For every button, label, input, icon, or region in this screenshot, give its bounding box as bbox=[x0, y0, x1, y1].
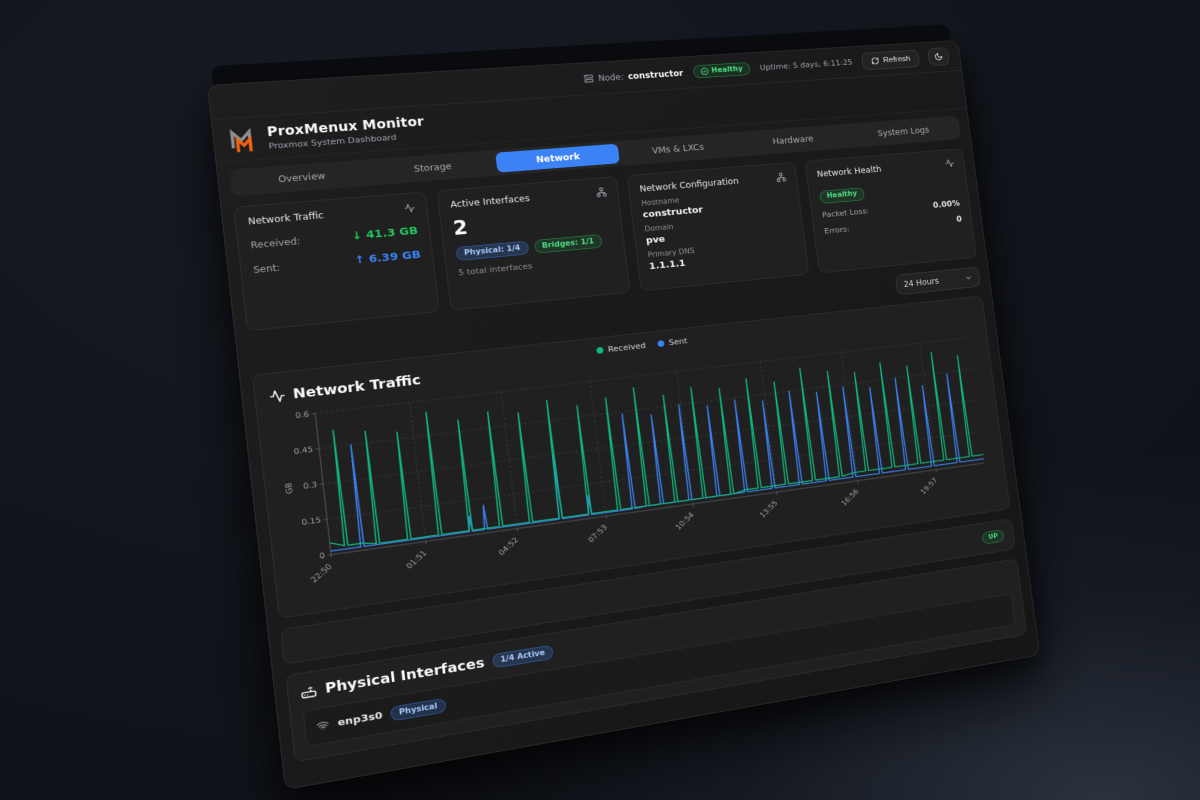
svg-text:19:57: 19:57 bbox=[919, 476, 939, 496]
legend-sent-label: Sent bbox=[668, 336, 688, 348]
refresh-label: Refresh bbox=[882, 54, 911, 65]
svg-text:13:55: 13:55 bbox=[758, 499, 780, 520]
node-value: constructor bbox=[627, 67, 684, 81]
legend-sent-dot bbox=[657, 340, 665, 348]
activity-icon bbox=[268, 388, 286, 404]
sent-value: ↑ 6.39 GB bbox=[354, 248, 422, 267]
interface-name: enp3s0 bbox=[337, 709, 384, 729]
time-range-select[interactable]: 24 Hours bbox=[894, 266, 981, 296]
physical-active-badge: 1/4 Active bbox=[491, 644, 554, 669]
errors-label: Errors: bbox=[823, 224, 851, 236]
svg-text:0.6: 0.6 bbox=[295, 409, 310, 420]
network-health-card-title: Network Health bbox=[816, 164, 882, 179]
svg-text:10:54: 10:54 bbox=[674, 510, 696, 531]
svg-text:16:56: 16:56 bbox=[839, 487, 860, 507]
dashboard-stage: Node: constructor Healthy Uptime: 5 days… bbox=[207, 39, 1040, 791]
wifi-icon bbox=[316, 719, 330, 733]
health-badge-label: Healthy bbox=[710, 64, 744, 75]
check-circle-icon bbox=[700, 67, 709, 75]
chart-legend: Received Sent bbox=[596, 336, 688, 355]
active-interfaces-card-title: Active Interfaces bbox=[449, 193, 531, 210]
health-status-badge: Healthy bbox=[819, 186, 865, 204]
header-titles: ProxMenux Monitor Proxmox System Dashboa… bbox=[266, 114, 426, 150]
network-health-card: Network Health Healthy Packet Loss: 0.00… bbox=[804, 148, 977, 274]
router-icon bbox=[300, 683, 318, 700]
network-traffic-card-title: Network Traffic bbox=[247, 210, 325, 227]
node-label: Node: bbox=[597, 71, 625, 83]
errors-value: 0 bbox=[955, 213, 963, 224]
packet-loss-value: 0.00% bbox=[932, 198, 961, 210]
network-traffic-chart-card: Network Traffic Received Sent 0 0.15 0.3 0.… bbox=[252, 295, 1011, 619]
legend-received-label: Received bbox=[607, 340, 647, 355]
svg-text:07:53: 07:53 bbox=[586, 523, 609, 544]
dashboard-panel: Node: constructor Healthy Uptime: 5 days… bbox=[207, 39, 1040, 791]
physical-count-badge: Physical: 1/4 bbox=[455, 240, 529, 261]
interface-up-badge: UP bbox=[981, 528, 1005, 545]
network-icon bbox=[596, 187, 608, 198]
tab-content: Network Traffic Received: ↓ 41.3 GB Sent… bbox=[220, 138, 1037, 775]
svg-text:0.45: 0.45 bbox=[293, 444, 313, 455]
refresh-icon bbox=[870, 56, 879, 64]
network-configuration-card-title: Network Configuration bbox=[639, 175, 740, 194]
theme-toggle-button[interactable] bbox=[927, 47, 950, 67]
packet-loss-label: Packet Loss: bbox=[821, 206, 870, 220]
proxmenux-logo bbox=[226, 125, 260, 154]
activity-icon bbox=[944, 158, 955, 168]
legend-received-dot bbox=[596, 346, 604, 354]
received-value: ↓ 41.3 GB bbox=[351, 225, 419, 243]
svg-text:0.3: 0.3 bbox=[303, 480, 318, 491]
svg-text:0: 0 bbox=[319, 551, 326, 561]
svg-text:0.15: 0.15 bbox=[301, 515, 321, 527]
legend-sent: Sent bbox=[657, 336, 688, 348]
network-traffic-card: Network Traffic Received: ↓ 41.3 GB Sent… bbox=[233, 191, 440, 332]
traffic-chart: 0 0.15 0.3 0.45 0.6 GB 22:50 01:51 04:52 07:53 10:… bbox=[283, 327, 997, 584]
svg-text:04:52: 04:52 bbox=[496, 535, 520, 557]
server-icon bbox=[583, 74, 594, 84]
time-range-value: 24 Hours bbox=[903, 276, 940, 290]
received-label: Received: bbox=[250, 235, 301, 251]
active-interfaces-card: Active Interfaces 2 Physical: 1/4 Bridge… bbox=[436, 176, 631, 311]
uptime-text: Uptime: 5 days, 6:11:25 bbox=[759, 57, 854, 73]
legend-received: Received bbox=[596, 341, 646, 356]
network-configuration-card: Network Configuration Hostname construct… bbox=[626, 161, 810, 292]
activity-icon bbox=[403, 203, 415, 214]
moon-icon bbox=[934, 52, 944, 61]
svg-text:GB: GB bbox=[283, 482, 295, 495]
interface-type-badge: Physical bbox=[389, 697, 447, 722]
sent-label: Sent: bbox=[252, 262, 281, 276]
health-badge: Healthy bbox=[692, 62, 751, 79]
chevron-down-icon bbox=[964, 274, 972, 282]
node-indicator: Node: constructor bbox=[583, 67, 684, 84]
refresh-button[interactable]: Refresh bbox=[860, 49, 921, 71]
svg-text:01:51: 01:51 bbox=[404, 548, 429, 570]
svg-text:22:50: 22:50 bbox=[308, 562, 333, 584]
bridges-count-badge: Bridges: 1/1 bbox=[533, 234, 603, 254]
network-tree-icon bbox=[776, 172, 787, 182]
